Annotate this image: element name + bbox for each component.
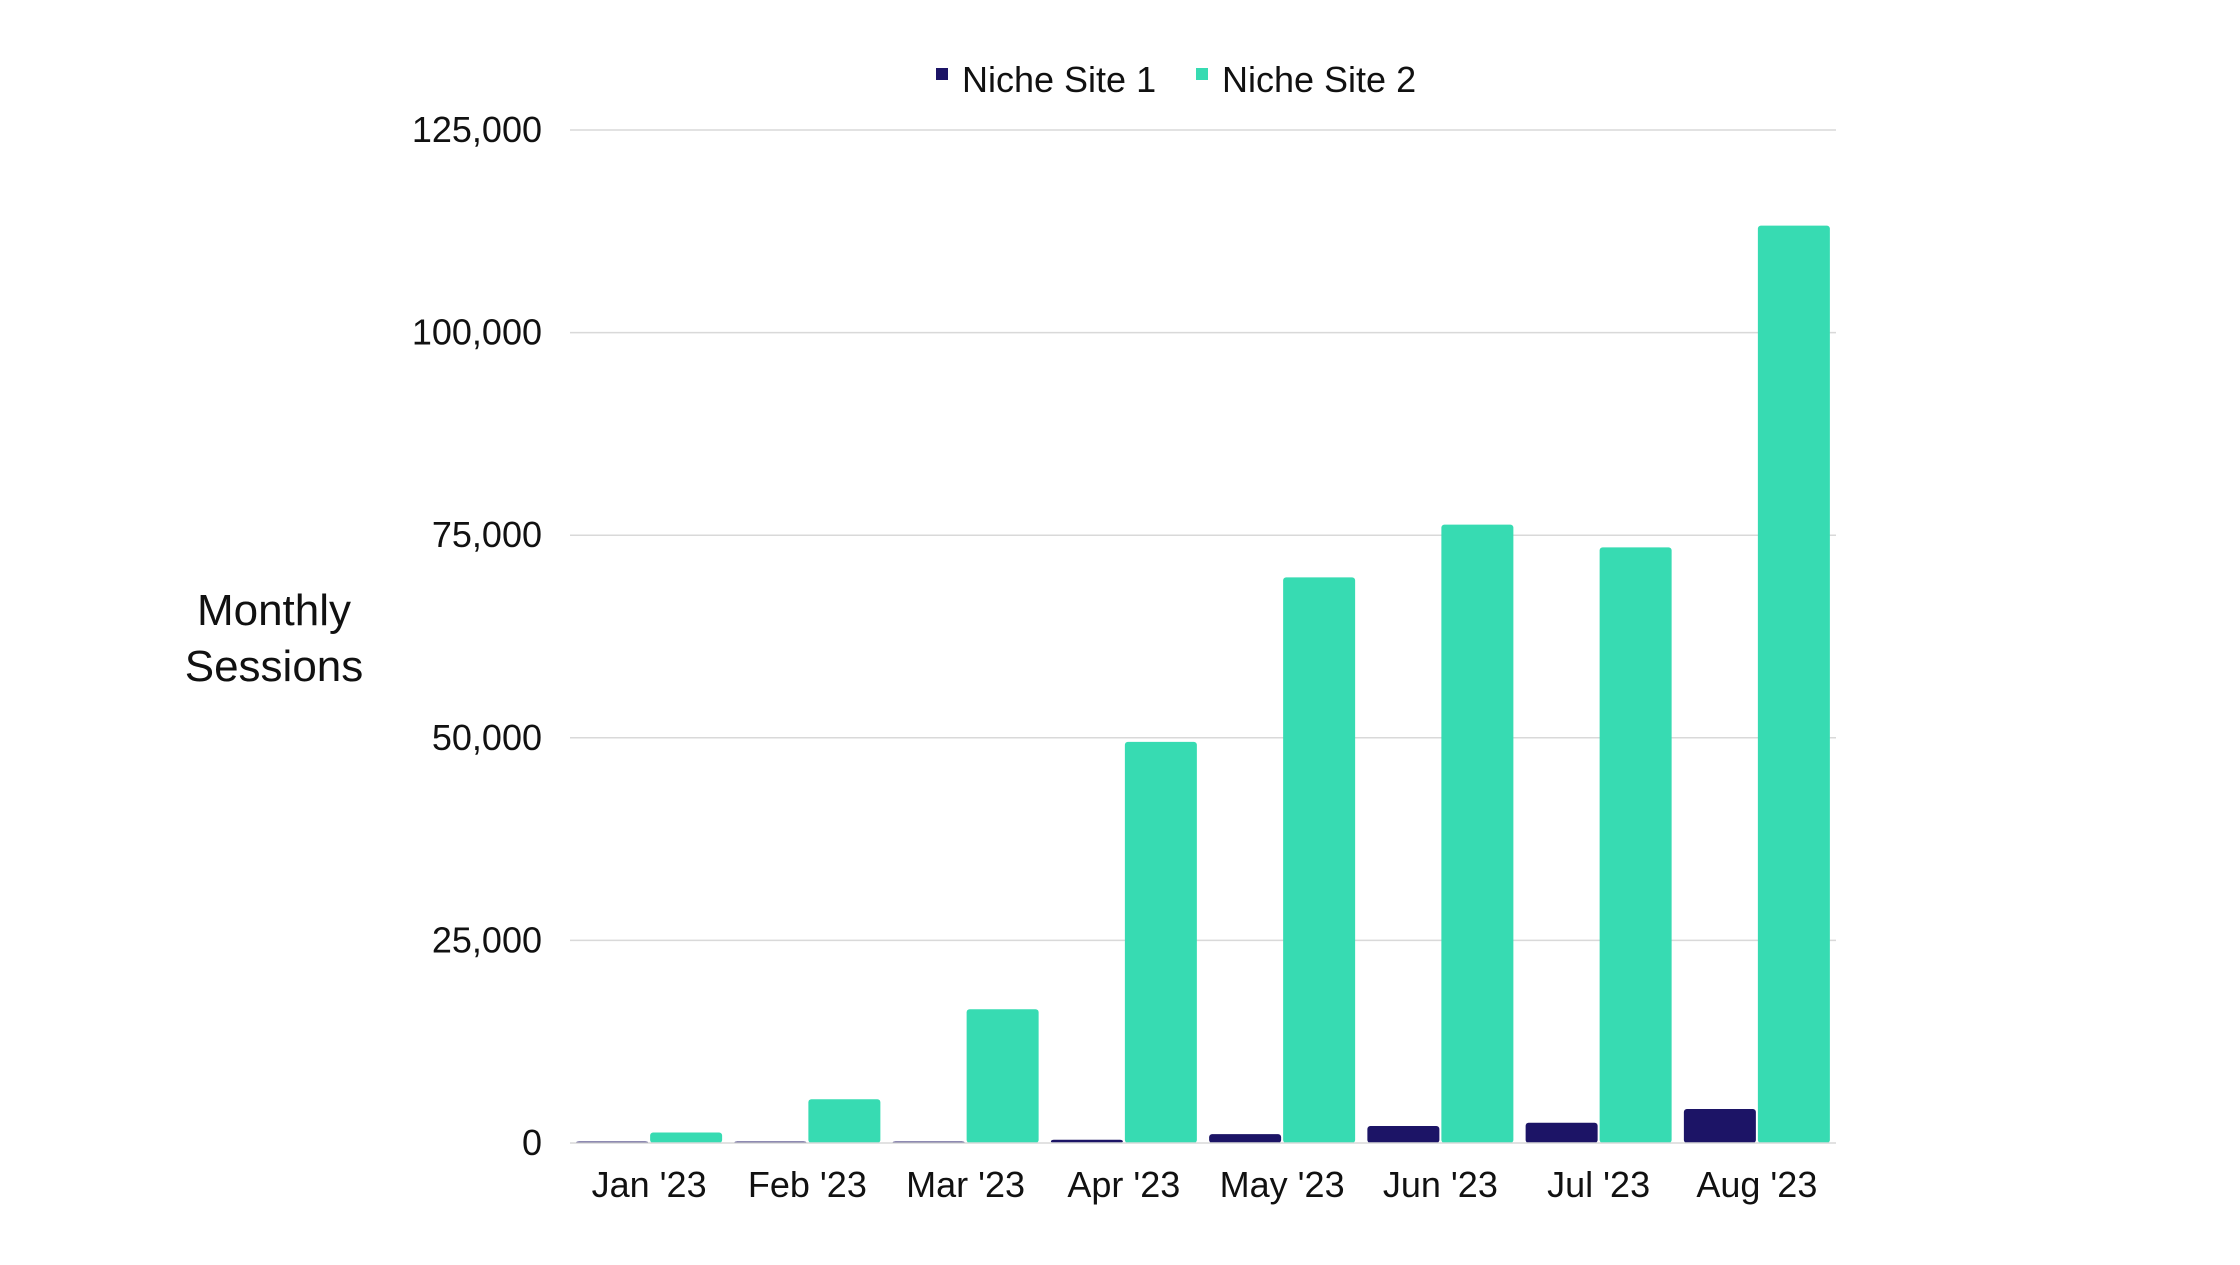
y-axis-label-line: Sessions [185, 642, 364, 691]
bar-niche-site-1-5 [1367, 1125, 1440, 1143]
y-tick-label: 125,000 [412, 109, 542, 150]
x-tick-label: Aug '23 [1696, 1164, 1817, 1205]
bar-niche-site-2-1 [808, 1099, 881, 1143]
y-axis-label-line: Monthly [197, 586, 351, 635]
y-tick-label: 75,000 [432, 514, 542, 555]
y-tick-label: 50,000 [432, 717, 542, 758]
y-tick-label: 25,000 [432, 919, 542, 960]
x-tick-label: Jul '23 [1547, 1164, 1650, 1205]
bar-niche-site-2-2 [966, 1009, 1039, 1143]
y-tick-label: 0 [522, 1122, 542, 1163]
x-tick-label: Jan '23 [592, 1164, 707, 1205]
bar-niche-site-2-0 [650, 1132, 723, 1143]
y-axis-label: Monthly Sessions [185, 586, 364, 691]
x-tick-label: Feb '23 [748, 1164, 867, 1205]
bar-niche-site-2-4 [1283, 577, 1356, 1143]
legend-swatch [936, 68, 948, 80]
legend: Niche Site 1 Niche Site 2 [936, 59, 1416, 100]
x-tick-label: May '23 [1220, 1164, 1345, 1205]
bar-niche-site-1-6 [1525, 1122, 1598, 1143]
bar-niche-site-2-5 [1441, 524, 1514, 1143]
bar-niche-site-2-3 [1124, 741, 1197, 1143]
y-axis-tick-labels: 0 25,000 50,000 75,000 100,000 125,000 [412, 109, 542, 1163]
bars [576, 225, 1830, 1143]
bar-niche-site-2-7 [1757, 225, 1830, 1143]
x-tick-label: Jun '23 [1383, 1164, 1498, 1205]
bar-niche-site-1-7 [1683, 1108, 1756, 1143]
bar-niche-site-1-3 [1050, 1139, 1123, 1143]
x-tick-label: Apr '23 [1067, 1164, 1180, 1205]
bar-niche-site-2-6 [1599, 547, 1672, 1143]
legend-swatch [1196, 68, 1208, 80]
y-tick-label: 100,000 [412, 312, 542, 353]
x-axis-tick-labels: Jan '23 Feb '23 Mar '23 Apr '23 May '23 Jun '… [592, 1164, 1818, 1205]
legend-label: Niche Site 2 [1222, 59, 1416, 100]
bar-niche-site-1-4 [1209, 1134, 1282, 1143]
x-tick-label: Mar '23 [906, 1164, 1025, 1205]
legend-label: Niche Site 1 [962, 59, 1156, 100]
